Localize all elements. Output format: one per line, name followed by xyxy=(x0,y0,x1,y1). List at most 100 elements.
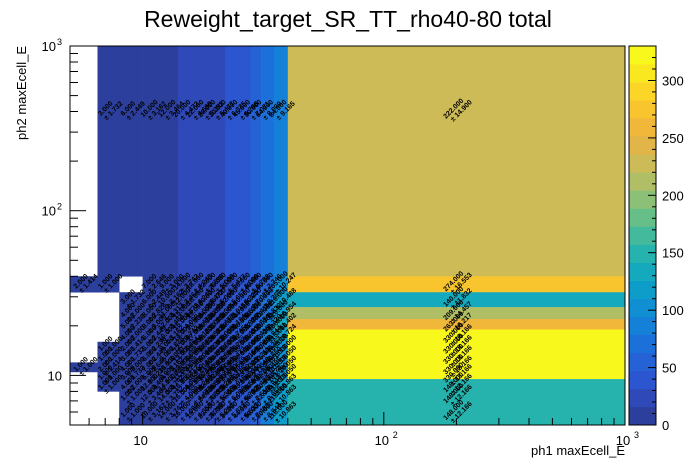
heatmap-cells xyxy=(70,46,626,426)
color-scale-segment xyxy=(629,64,656,83)
heatmap-cell xyxy=(119,329,143,343)
heatmap-cell xyxy=(238,46,251,277)
heatmap-cell xyxy=(225,329,239,343)
y-tick-exponent: 3 xyxy=(57,37,62,47)
color-scale-tick-label: 200 xyxy=(662,188,684,203)
color-scale-segment xyxy=(629,46,656,65)
heatmap-cell xyxy=(238,391,251,402)
heatmap-cell xyxy=(177,379,193,392)
heatmap-cell xyxy=(161,351,179,363)
color-scale-segment xyxy=(629,352,656,372)
heatmap-cell xyxy=(225,400,239,426)
y-tick-exponent: 2 xyxy=(57,202,62,212)
color-scale-segment xyxy=(629,190,656,209)
heatmap-cell xyxy=(119,371,143,380)
heatmap-cell xyxy=(261,307,275,320)
chart-title: Reweight_target_SR_TT_rho40-80 total xyxy=(144,6,552,32)
heatmap-cell xyxy=(215,351,226,363)
heatmap-cell xyxy=(191,379,205,392)
heatmap-cell xyxy=(204,276,216,293)
color-scale-tick-label: 150 xyxy=(662,246,684,261)
color-scale-segment xyxy=(629,316,656,336)
heatmap-cell xyxy=(177,362,193,373)
heatmap-cell xyxy=(215,391,226,402)
heatmap-cell xyxy=(142,371,163,380)
heatmap-cell xyxy=(161,400,179,426)
heatmap-cell xyxy=(261,400,275,426)
heatmap-cell xyxy=(238,379,251,392)
heatmap-cell xyxy=(142,362,163,373)
heatmap-cell xyxy=(191,351,205,363)
heatmap-cell xyxy=(273,292,289,308)
heatmap-cell xyxy=(238,292,251,308)
heatmap-cell xyxy=(204,307,216,320)
heatmap-cell xyxy=(215,362,226,373)
heatmap-cell xyxy=(287,319,626,330)
color-scale-segment xyxy=(629,388,656,408)
heatmap-cell xyxy=(215,400,226,426)
heatmap-cell xyxy=(191,46,205,277)
heatmap-cell xyxy=(273,362,289,373)
color-scale-segment xyxy=(629,370,656,390)
heatmap-cell xyxy=(215,371,226,380)
heatmap-cell xyxy=(215,276,226,293)
heatmap-cell xyxy=(261,371,275,380)
color-scale-bar: 0 50 100 150 200 250 300 xyxy=(628,45,684,433)
heatmap-cell xyxy=(225,341,239,352)
heatmap-cell xyxy=(119,292,143,308)
color-scale-segment xyxy=(629,280,656,299)
heatmap-cell xyxy=(191,307,205,320)
heatmap-cell xyxy=(161,329,179,343)
x-axis: 10 10 2 10 3 xyxy=(69,412,639,448)
heatmap-cell xyxy=(287,362,626,373)
heatmap-cell xyxy=(161,362,179,373)
heatmap-cell xyxy=(119,351,143,363)
heatmap-cell xyxy=(97,362,120,373)
heatmap-cell xyxy=(225,391,239,402)
heatmap-cell xyxy=(191,391,205,402)
color-scale-segment xyxy=(629,136,656,155)
heatmap-cell xyxy=(161,46,179,277)
heatmap-cell xyxy=(225,307,239,320)
heatmap-cell xyxy=(204,46,216,277)
heatmap-cell xyxy=(161,319,179,330)
heatmap-cell xyxy=(273,371,289,380)
heatmap-cell xyxy=(261,319,275,330)
color-scale-segment xyxy=(629,262,656,281)
heatmap-cell xyxy=(204,371,216,380)
heatmap-cell xyxy=(261,362,275,373)
heatmap-cell xyxy=(204,341,216,352)
x-tick-exponent: 3 xyxy=(634,430,639,440)
color-scale-frame xyxy=(628,45,657,426)
color-scale-segment xyxy=(629,244,656,263)
heatmap-cell xyxy=(204,400,216,426)
heatmap-cell xyxy=(225,46,239,277)
heatmap-cell xyxy=(215,319,226,330)
x-tick-label: 10 xyxy=(375,433,389,448)
heatmap-cell xyxy=(250,400,262,426)
heatmap-cell xyxy=(177,371,193,380)
color-scale-segment xyxy=(629,172,656,191)
y-tick-label: 10 xyxy=(42,39,56,54)
heatmap-cell xyxy=(287,276,626,293)
heatmap-cell xyxy=(177,46,193,277)
heatmap-cell xyxy=(119,341,143,352)
heatmap-cell xyxy=(250,292,262,308)
heatmap-cell xyxy=(261,46,275,277)
color-scale-tick-label: 300 xyxy=(662,74,684,89)
color-scale-segment xyxy=(629,208,656,227)
heatmap-cell xyxy=(161,276,179,293)
color-scale-tick-label: 100 xyxy=(662,303,684,318)
heatmap-cell xyxy=(261,391,275,402)
heatmap-cell xyxy=(215,379,226,392)
heatmap-cell xyxy=(250,351,262,363)
y-tick-label: 10 xyxy=(48,368,62,383)
heatmap-cell xyxy=(142,351,163,363)
heatmap-cell xyxy=(273,341,289,352)
color-scale-segment xyxy=(629,82,656,101)
color-scale-segment xyxy=(629,298,656,318)
heatmap-cell xyxy=(261,329,275,343)
heatmap-cell xyxy=(261,341,275,352)
heatmap-cell xyxy=(119,362,143,373)
